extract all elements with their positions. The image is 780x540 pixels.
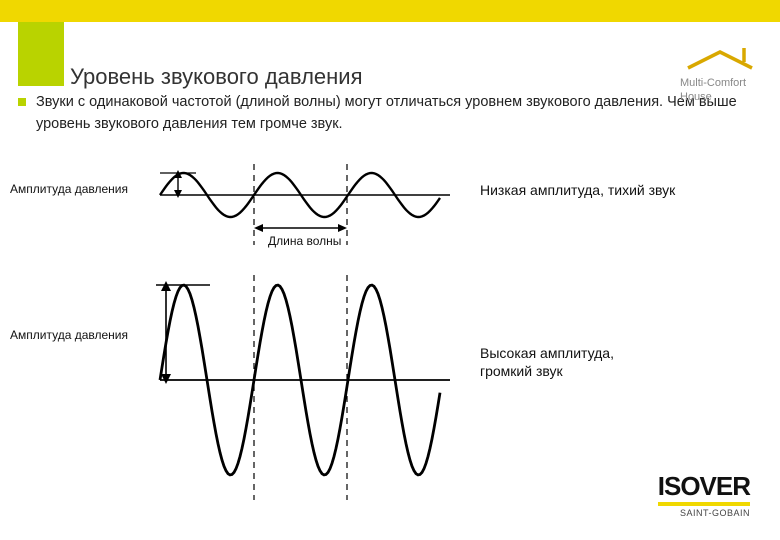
isover-logo: ISOVER SAINT-GOBAIN [658,471,750,518]
wave-high-group [156,275,450,500]
roof-icon [680,48,760,70]
accent-rectangle [18,22,64,86]
label-low-amplitude: Низкая амплитуда, тихий звук [480,182,675,198]
label-high-amplitude-1: Высокая амплитуда, [480,345,614,361]
multi-comfort-logo: Multi-Comfort House [680,48,760,103]
mc-logo-line1: Multi-Comfort [680,77,760,89]
top-border-bar [0,0,780,22]
page-title: Уровень звукового давления [70,64,363,90]
label-high-amplitude-2: громкий звук [480,363,563,379]
wave-low-group [160,164,450,245]
wave-diagram: Амплитуда давления Длина волны Низкая ам… [10,150,770,510]
label-amplitude-2: Амплитуда давления [10,328,128,342]
body-text: Звуки с одинаковой частотой (длиной волн… [36,92,750,136]
label-wavelength: Длина волны [268,234,341,248]
mc-logo-line2: House [680,91,760,103]
isover-sub-text: SAINT-GOBAIN [658,508,750,518]
bullet-icon [18,98,26,106]
isover-brand-text: ISOVER [658,471,750,506]
label-amplitude-1: Амплитуда давления [10,182,128,196]
